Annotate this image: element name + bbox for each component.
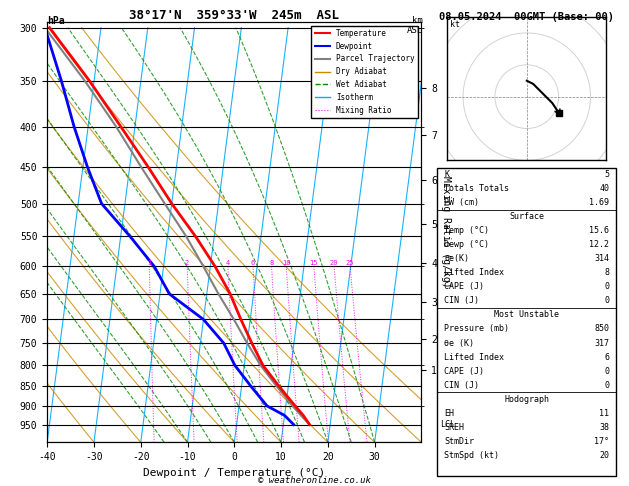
Text: Most Unstable: Most Unstable	[494, 311, 559, 319]
Text: 314: 314	[594, 254, 610, 263]
Text: 0: 0	[604, 381, 610, 390]
Text: θe (K): θe (K)	[444, 339, 474, 347]
Y-axis label: Mixing Ratio (g/kg): Mixing Ratio (g/kg)	[441, 176, 451, 288]
Text: θe(K): θe(K)	[444, 254, 469, 263]
X-axis label: Dewpoint / Temperature (°C): Dewpoint / Temperature (°C)	[143, 468, 325, 478]
Text: 850: 850	[594, 325, 610, 333]
Text: 20: 20	[599, 451, 610, 460]
Text: 12.2: 12.2	[589, 240, 610, 249]
Text: 8: 8	[604, 268, 610, 278]
Text: Temp (°C): Temp (°C)	[444, 226, 489, 235]
Text: PW (cm): PW (cm)	[444, 198, 479, 207]
Text: 20: 20	[330, 260, 338, 266]
Text: StmDir: StmDir	[444, 437, 474, 446]
Text: 25: 25	[345, 260, 354, 266]
Text: 6: 6	[604, 352, 610, 362]
Text: EH: EH	[444, 409, 454, 417]
Text: CAPE (J): CAPE (J)	[444, 282, 484, 292]
Text: 40: 40	[599, 184, 610, 193]
Text: 08.05.2024  00GMT (Base: 00): 08.05.2024 00GMT (Base: 00)	[439, 12, 615, 22]
Text: Dewp (°C): Dewp (°C)	[444, 240, 489, 249]
Text: 0: 0	[604, 366, 610, 376]
Text: 317: 317	[594, 339, 610, 347]
Text: 15.6: 15.6	[589, 226, 610, 235]
Text: 8: 8	[269, 260, 274, 266]
Legend: Temperature, Dewpoint, Parcel Trajectory, Dry Adiabat, Wet Adiabat, Isotherm, Mi: Temperature, Dewpoint, Parcel Trajectory…	[311, 26, 418, 118]
Text: Lifted Index: Lifted Index	[444, 268, 504, 278]
Text: Hodograph: Hodograph	[504, 395, 549, 404]
Text: 11: 11	[599, 409, 610, 417]
Text: LCL: LCL	[440, 420, 455, 429]
Text: 1.69: 1.69	[589, 198, 610, 207]
Text: Totals Totals: Totals Totals	[444, 184, 509, 193]
Text: CIN (J): CIN (J)	[444, 296, 479, 305]
Text: 15: 15	[309, 260, 318, 266]
Text: © weatheronline.co.uk: © weatheronline.co.uk	[258, 476, 371, 485]
Title: 38°17'N  359°33'W  245m  ASL: 38°17'N 359°33'W 245m ASL	[130, 9, 339, 22]
Text: SREH: SREH	[444, 423, 464, 432]
Text: Lifted Index: Lifted Index	[444, 352, 504, 362]
Text: hPa: hPa	[47, 16, 65, 26]
Text: Surface: Surface	[509, 212, 544, 221]
Text: 1: 1	[147, 260, 152, 266]
Text: 0: 0	[604, 296, 610, 305]
Text: 38: 38	[599, 423, 610, 432]
Text: CIN (J): CIN (J)	[444, 381, 479, 390]
Text: 6: 6	[251, 260, 255, 266]
Text: K: K	[444, 170, 449, 179]
Text: kt: kt	[450, 20, 460, 29]
Text: 2: 2	[185, 260, 189, 266]
Text: 17°: 17°	[594, 437, 610, 446]
Text: 5: 5	[604, 170, 610, 179]
Text: 0: 0	[604, 282, 610, 292]
Text: CAPE (J): CAPE (J)	[444, 366, 484, 376]
Text: StmSpd (kt): StmSpd (kt)	[444, 451, 499, 460]
Text: 10: 10	[282, 260, 291, 266]
Text: Pressure (mb): Pressure (mb)	[444, 325, 509, 333]
Text: 4: 4	[226, 260, 230, 266]
Text: km
ASL: km ASL	[406, 16, 423, 35]
